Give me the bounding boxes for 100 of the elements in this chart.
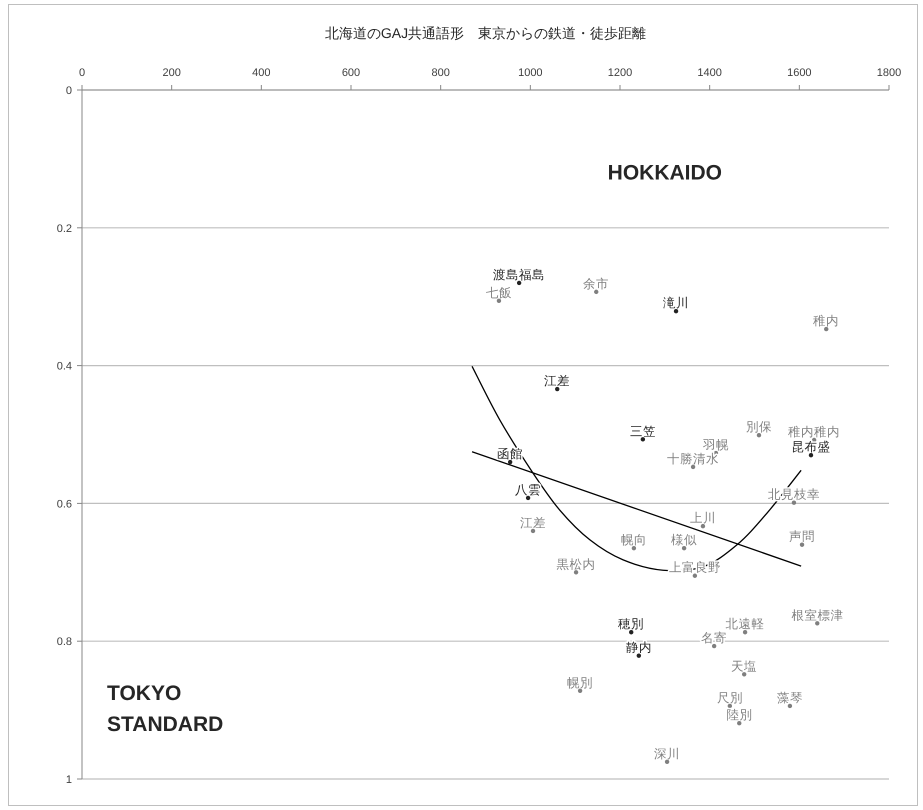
point: [692, 574, 698, 578]
point: [508, 460, 512, 464]
x-tick-label: 1000: [518, 67, 543, 79]
point: [808, 452, 814, 458]
point: [690, 464, 696, 470]
data-label: 江差: [544, 374, 570, 388]
point: [742, 630, 748, 634]
y-tick-label: 0.8: [56, 636, 72, 648]
y-tick-label: 0: [66, 85, 72, 97]
x-tick-label: 1200: [608, 67, 632, 79]
data-label: 声問: [789, 530, 816, 544]
point: 北見枝幸: [768, 488, 820, 505]
point: 根室標津: [791, 608, 844, 626]
point: [640, 437, 646, 442]
point: 天塩: [731, 659, 758, 676]
point: [700, 524, 706, 528]
point: 昆布盛: [792, 440, 830, 458]
data-label: 名寄: [701, 630, 728, 646]
point: 八雲: [515, 482, 542, 500]
point: [682, 546, 686, 550]
point: 黒松内: [556, 557, 596, 574]
data-label: 様似: [671, 533, 698, 548]
point: 滝川: [663, 296, 690, 314]
data-label: 北見枝幸: [768, 488, 820, 502]
x-tick-label: 800: [431, 67, 450, 79]
point: 七飯: [486, 286, 512, 304]
data-label: 八雲: [515, 482, 542, 497]
point: [530, 528, 536, 534]
point: 稚内: [813, 314, 840, 332]
data-label: 江差: [520, 516, 546, 530]
point: 江差: [520, 516, 546, 534]
point: 藻琴: [776, 690, 803, 708]
data-label: 尺別: [716, 690, 743, 705]
x-tick-label: 200: [162, 67, 181, 79]
point: 幌別: [567, 676, 594, 693]
point: 江差: [544, 374, 570, 392]
x-tick-label: 1600: [787, 67, 812, 79]
point: [800, 542, 804, 547]
point: [555, 386, 560, 392]
annotation: HOKKAIDO: [608, 162, 722, 185]
point: [737, 720, 742, 726]
data-label: 陸別: [726, 708, 752, 722]
point: [742, 672, 746, 676]
point: 静内: [626, 640, 652, 658]
point: [574, 570, 578, 574]
x-tick-label: 1800: [876, 67, 902, 79]
point: 穂別: [618, 617, 644, 634]
data-label: 天塩: [731, 659, 758, 674]
data-label: 深川: [654, 746, 680, 761]
point: [664, 760, 670, 764]
point: 渡島福島: [493, 268, 546, 286]
data-label: 黒松内: [556, 557, 596, 572]
data-label: 稚内稚内: [788, 425, 840, 440]
point: 北遠軽: [726, 617, 765, 634]
data-label: 三笠: [630, 424, 656, 438]
data-label: 羽幌: [702, 438, 729, 452]
x-tick-label: 0: [78, 67, 86, 79]
data-label: 静内: [626, 640, 652, 655]
point: [594, 290, 598, 294]
point: [788, 704, 792, 708]
point: [712, 644, 716, 648]
point: 別保: [746, 420, 772, 438]
data-label: 別保: [746, 420, 772, 434]
point: [824, 326, 828, 332]
data-label: 幌別: [567, 676, 594, 690]
data-label: 藻琴: [776, 690, 803, 705]
data-label: 北遠軽: [726, 617, 765, 632]
point: 幌向: [620, 533, 647, 550]
point: 尺別: [716, 690, 743, 708]
y-tick-label: 0.6: [56, 498, 72, 510]
data-label: 滝川: [663, 296, 690, 310]
data-label: 穂別: [618, 617, 644, 632]
data-label: 渡島福島: [493, 268, 546, 282]
x-tick-label: 600: [342, 67, 360, 79]
y-tick-label: 0.2: [56, 222, 72, 235]
point: 余市: [583, 276, 610, 294]
point: [792, 500, 796, 505]
point: [526, 496, 530, 500]
x-tick-label: 1400: [697, 67, 722, 79]
point: 上川: [690, 511, 716, 528]
point: [636, 653, 642, 658]
data-label: 幌向: [620, 533, 647, 548]
y-tick-label: 1: [66, 774, 72, 786]
point: [629, 630, 634, 634]
point: [674, 308, 678, 314]
chart-title: 北海道のGAJ共通語形 東京からの鉄道・徒歩距離: [324, 25, 646, 41]
point: [516, 280, 522, 286]
data-label: 上川: [690, 511, 716, 526]
y-tick-label: 0.4: [56, 360, 72, 373]
data-label: 余市: [583, 276, 610, 291]
data-label: 根室標津: [791, 607, 844, 622]
data-label: 稚内: [813, 314, 840, 328]
point: 様似: [671, 533, 698, 550]
point: 深川: [654, 746, 680, 764]
point: 三笠: [630, 424, 656, 442]
point: [496, 298, 502, 304]
point: 名寄: [701, 631, 728, 648]
point: 声問: [789, 530, 816, 547]
annotation: TOKYO STANDARD: [107, 682, 224, 736]
point: [815, 621, 820, 626]
